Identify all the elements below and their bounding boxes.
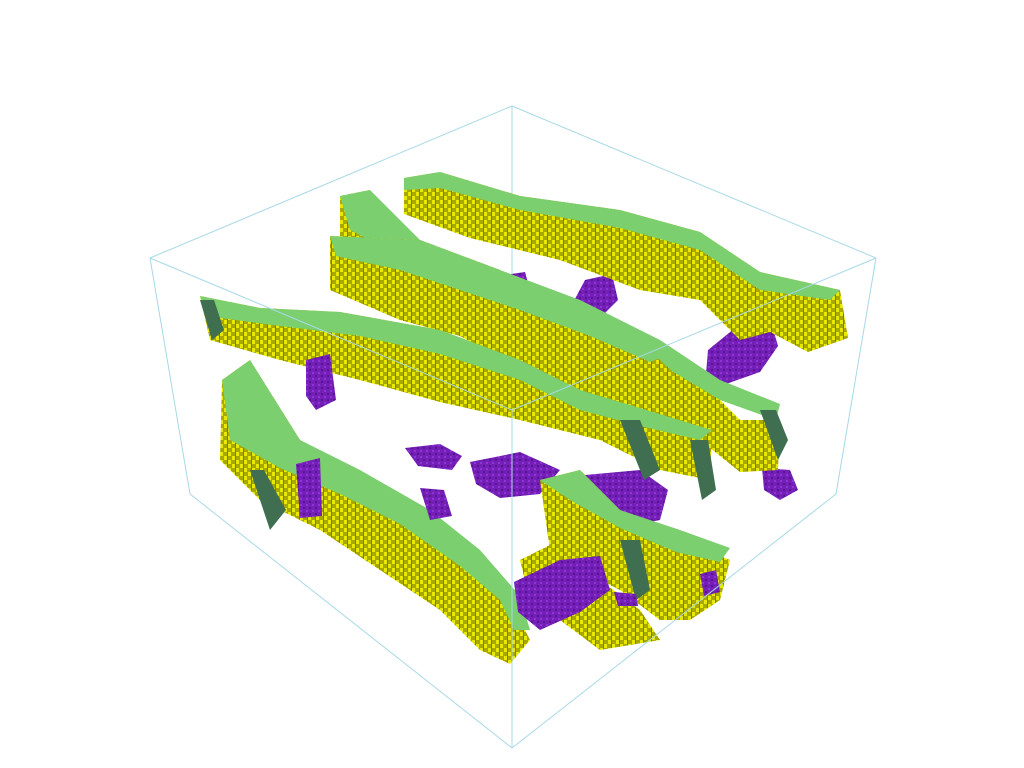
bounding-box-back [149, 105, 877, 495]
tube-left-arch [200, 296, 712, 480]
purple-voxel-clusters-front [296, 354, 720, 630]
tube-back-right [404, 172, 848, 352]
tube-middle [330, 236, 700, 440]
purple-voxel-clusters-back [405, 272, 798, 528]
voxel-tubes [200, 172, 848, 664]
bounding-box-front [149, 257, 877, 749]
